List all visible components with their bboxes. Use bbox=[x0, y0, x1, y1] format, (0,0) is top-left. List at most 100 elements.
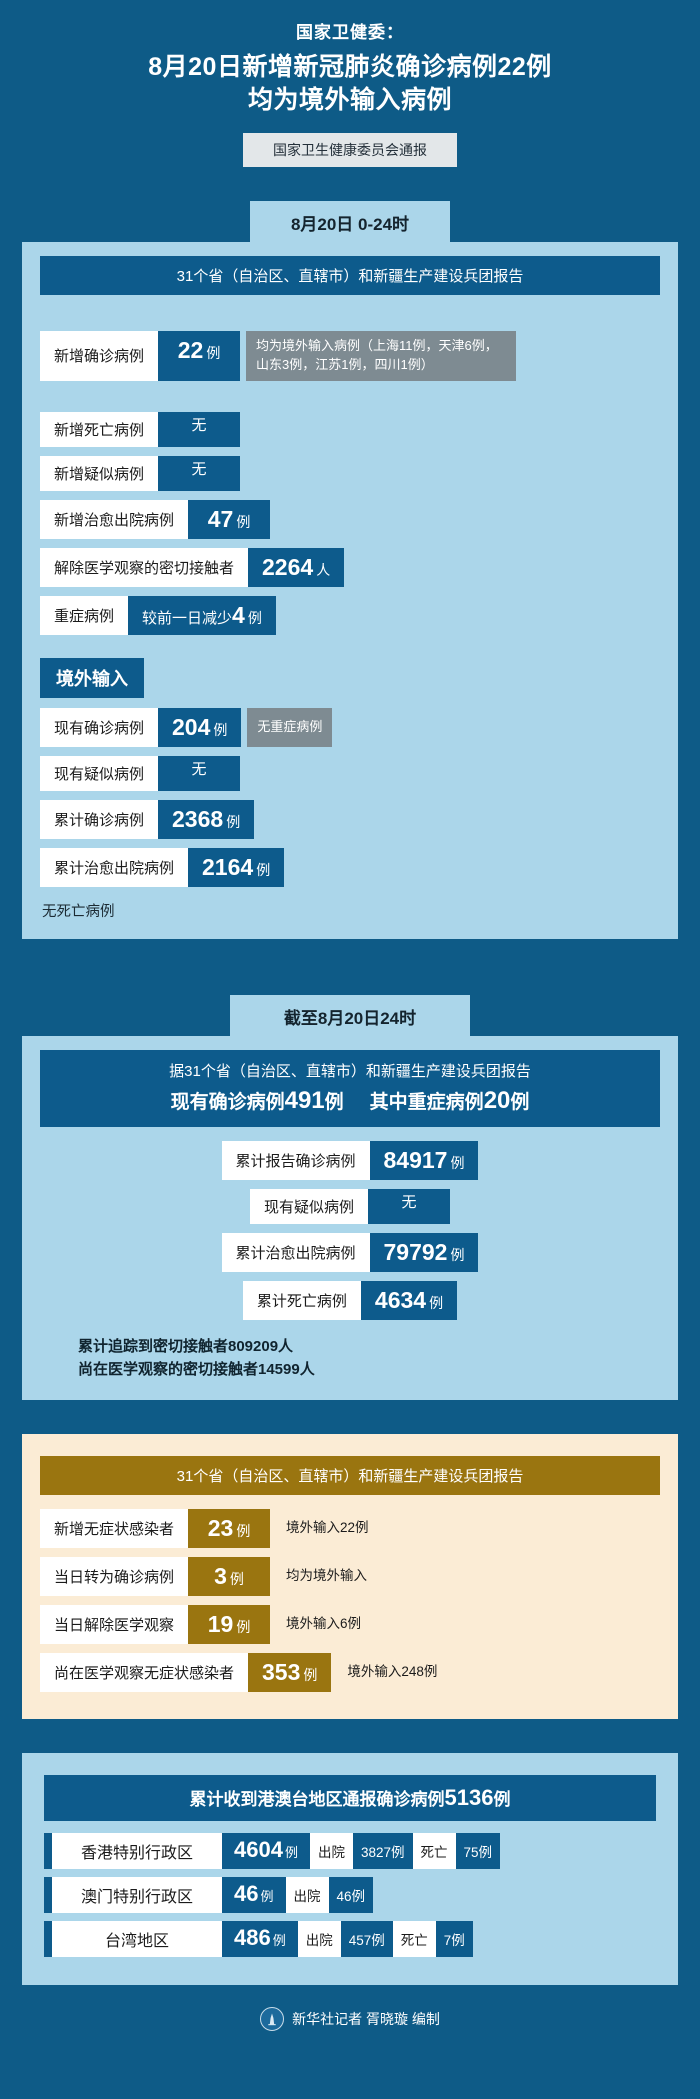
deaths-label: 死亡 bbox=[392, 1920, 436, 1957]
stat-unit: 例 bbox=[229, 1570, 244, 1587]
stat-row: 现有确诊病例 204 例 无重症病例 bbox=[40, 707, 660, 747]
stat-unit: 例 bbox=[272, 1932, 286, 1948]
stat-label: 当日转为确诊病例 bbox=[40, 1556, 189, 1596]
stat-label: 累计确诊病例 bbox=[40, 799, 159, 839]
stat-row: 累计确诊病例 2368 例 bbox=[40, 799, 660, 839]
stat-row: 解除医学观察的密切接触者 2264 人 bbox=[40, 547, 660, 587]
row-accent-bar bbox=[44, 1832, 52, 1869]
section-daily-tab: 8月20日 0-24时 bbox=[250, 201, 450, 242]
stat-unit: 例 bbox=[450, 1154, 465, 1171]
stat-label: 解除医学观察的密切接触者 bbox=[40, 547, 249, 587]
stat-unit: 例 bbox=[429, 1295, 444, 1312]
spacer bbox=[0, 1719, 700, 1753]
stat-label: 现有疑似病例 bbox=[249, 1189, 368, 1225]
stat-number: 47 bbox=[207, 505, 234, 532]
stat-number: 84917 bbox=[383, 1146, 448, 1173]
stat-unit: 例 bbox=[236, 513, 251, 530]
section-asymptomatic-band: 31个省（自治区、直辖市）和新疆生产建设兵团报告 bbox=[40, 1455, 660, 1495]
stat-value: 3 例 bbox=[188, 1556, 271, 1596]
hmt-title-unit: 例 bbox=[493, 1789, 511, 1809]
section-asymptomatic-panel: 31个省（自治区、直辖市）和新疆生产建设兵团报告 新增无症状感染者 23 例 境… bbox=[22, 1433, 678, 1719]
discharged-label: 出院 bbox=[309, 1832, 353, 1869]
stat-row: 新增死亡病例 无 bbox=[40, 411, 660, 447]
stat-number: 19 bbox=[207, 1610, 234, 1637]
stat-label: 新增治愈出院病例 bbox=[40, 499, 189, 539]
spacer bbox=[40, 390, 660, 412]
stat-label: 重症病例 bbox=[40, 595, 129, 635]
stat-number: 2164 bbox=[202, 853, 254, 880]
stat-row: 累计报告确诊病例 84917 例 bbox=[40, 1140, 660, 1181]
stat-label: 累计治愈出院病例 bbox=[40, 847, 189, 887]
discharged-label: 出院 bbox=[285, 1876, 329, 1913]
stat-number: 2264 bbox=[262, 553, 314, 580]
stat-number: 无 bbox=[191, 760, 207, 778]
stat-row: 现有疑似病例 无 bbox=[40, 1189, 660, 1225]
stat-row: 当日解除医学观察 19 例 境外输入6例 bbox=[40, 1604, 660, 1644]
discharged-value: 457例 bbox=[340, 1920, 393, 1957]
section-cumulative-tab: 截至8月20日24时 bbox=[230, 994, 470, 1036]
severe-number: 20 bbox=[483, 1086, 511, 1114]
stat-label: 新增无症状感染者 bbox=[40, 1508, 189, 1548]
stat-unit: 例 bbox=[247, 609, 262, 626]
stat-label: 累计治愈出院病例 bbox=[221, 1233, 370, 1273]
stat-value: 353 例 bbox=[248, 1652, 332, 1692]
section-daily: 8月20日 0-24时 31个省（自治区、直辖市）和新疆生产建设兵团报告 新增确… bbox=[0, 201, 700, 939]
stat-unit: 例 bbox=[206, 345, 221, 361]
stat-row: 新增确诊病例 22 例 均为境外输入病例（上海11例，天津6例，山东3例，江苏1… bbox=[40, 331, 660, 381]
stat-unit: 例 bbox=[284, 1844, 298, 1860]
stat-number: 无 bbox=[191, 416, 207, 434]
hmt-title: 累计收到港澳台地区通报确诊病例5136例 bbox=[44, 1774, 656, 1821]
table-row: 澳门特别行政区 46 例 出院 46例 bbox=[44, 1876, 656, 1913]
stat-value: 2264 人 bbox=[248, 547, 345, 587]
stat-row: 尚在医学观察无症状感染者 353 例 境外输入248例 bbox=[40, 1652, 660, 1692]
stat-value-prefix: 较前一日减少 bbox=[142, 609, 233, 627]
stat-number: 46 bbox=[234, 1880, 259, 1906]
section-cumulative: 截至8月20日24时 据31个省（自治区、直辖市）和新疆生产建设兵团报告 现有确… bbox=[0, 994, 700, 1400]
region-confirmed-value: 46 例 bbox=[222, 1876, 286, 1913]
imported-subsection-tag: 境外输入 bbox=[40, 657, 144, 698]
header-kicker: 国家卫健委： bbox=[296, 23, 404, 42]
hmt-title-text: 累计收到港澳台地区通报确诊病例 bbox=[189, 1789, 445, 1809]
discharged-label: 出院 bbox=[297, 1920, 341, 1957]
stat-value: 204 例 bbox=[158, 707, 242, 747]
stat-number: 无 bbox=[401, 1194, 417, 1212]
stat-label: 尚在医学观察无症状感染者 bbox=[40, 1652, 249, 1692]
footer: 新华社记者 胥晓璇 编制 bbox=[0, 1985, 700, 2049]
stat-row: 累计治愈出院病例 79792 例 bbox=[40, 1233, 660, 1273]
stat-number: 204 bbox=[172, 713, 211, 740]
stat-label: 累计死亡病例 bbox=[242, 1281, 361, 1321]
stat-unit: 例 bbox=[450, 1247, 465, 1264]
stat-number: 486 bbox=[234, 1924, 271, 1950]
table-row: 香港特别行政区 4604 例 出院 3827例 死亡 75例 bbox=[44, 1832, 656, 1869]
stat-label: 新增疑似病例 bbox=[40, 455, 159, 491]
table-row: 台湾地区 486 例 出院 457例 死亡 7例 bbox=[44, 1920, 656, 1957]
spacer bbox=[0, 167, 700, 201]
deaths-value: 75例 bbox=[455, 1832, 501, 1869]
section-asymptomatic: 31个省（自治区、直辖市）和新疆生产建设兵团报告 新增无症状感染者 23 例 境… bbox=[0, 1433, 700, 1719]
stat-row: 新增治愈出院病例 47 例 bbox=[40, 499, 660, 539]
footer-credit: 新华社记者 胥晓璇 编制 bbox=[292, 2010, 440, 2027]
contacts-traced-total: 累计追踪到密切接触者809209人 bbox=[78, 1338, 294, 1356]
header: 国家卫健委： 8月20日新增新冠肺炎确诊病例22例 均为境外输入病例 国家卫生健… bbox=[0, 0, 700, 167]
stat-row: 新增无症状感染者 23 例 境外输入22例 bbox=[40, 1508, 660, 1548]
stat-value: 23 例 bbox=[188, 1508, 271, 1548]
stat-value: 47 例 bbox=[188, 499, 271, 539]
section-cumulative-panel: 据31个省（自治区、直辖市）和新疆生产建设兵团报告 现有确诊病例491例 其中重症… bbox=[22, 1035, 678, 1400]
spacer bbox=[0, 973, 700, 995]
section-cumulative-band-line1: 据31个省（自治区、直辖市）和新疆生产建设兵团报告 bbox=[40, 1049, 660, 1085]
stat-unit: 例 bbox=[256, 861, 271, 878]
stat-number: 2368 bbox=[172, 805, 224, 832]
stat-value: 较前一日减少 4 例 bbox=[128, 595, 276, 635]
deaths-label: 死亡 bbox=[412, 1832, 456, 1869]
stat-number: 23 bbox=[207, 1514, 234, 1541]
current-confirmed-label: 现有确诊病例 bbox=[170, 1091, 285, 1113]
stat-value: 2368 例 bbox=[158, 799, 255, 839]
stat-value: 无 bbox=[158, 755, 241, 791]
current-confirmed-unit: 例 bbox=[324, 1091, 344, 1113]
hmt-title-number: 5136 bbox=[444, 1784, 494, 1810]
stat-note: 境外输入248例 bbox=[347, 1664, 438, 1680]
row-accent-bar bbox=[44, 1876, 52, 1913]
stat-unit: 人 bbox=[316, 561, 331, 578]
stat-number: 4 bbox=[232, 601, 245, 628]
